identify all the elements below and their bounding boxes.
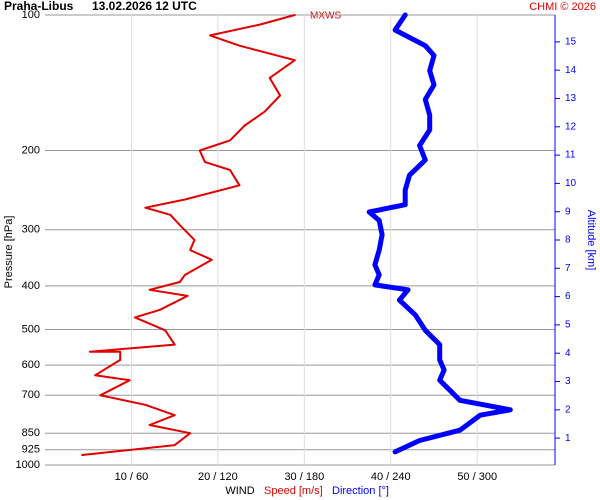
y2-tick-label: 13 <box>565 93 577 104</box>
y-tick-label: 500 <box>22 323 40 335</box>
profile-line <box>81 14 296 456</box>
y2-tick-label: 7 <box>565 263 571 274</box>
chart-subtitle: 13.02.2026 12 UTC <box>92 0 197 13</box>
y-tick-label: 400 <box>22 280 40 292</box>
x-tick-label: 40 / 240 <box>371 471 411 483</box>
y-tick-label: 1000 <box>16 459 40 471</box>
x-tick-label: 50 / 300 <box>457 471 497 483</box>
y-tick-label: 700 <box>22 389 40 401</box>
y-axis-label: Pressure [hPa] <box>3 216 15 289</box>
profile-line <box>366 12 513 455</box>
y2-tick-label: 11 <box>565 150 576 161</box>
y2-tick-label: 6 <box>565 291 571 302</box>
y-tick-label: 850 <box>22 427 40 439</box>
legend-label: Speed [m/s] <box>264 485 323 497</box>
y2-tick-label: 12 <box>565 121 577 132</box>
y2-tick-label: 10 <box>565 178 577 189</box>
y2-tick-label: 14 <box>565 65 577 76</box>
annotation: MXWS <box>310 11 341 22</box>
y2-tick-label: 1 <box>565 433 571 444</box>
y-tick-label: 200 <box>22 144 40 156</box>
chart-title: Praha-Libus <box>4 0 74 13</box>
y2-tick-label: 5 <box>565 320 571 331</box>
x-tick-label: 10 / 60 <box>115 471 149 483</box>
y-tick-label: 100 <box>22 9 40 21</box>
y2-tick-label: 15 <box>565 37 577 48</box>
x-tick-label: 20 / 120 <box>198 471 238 483</box>
y-tick-label: 925 <box>22 444 40 456</box>
y2-tick-label: 8 <box>565 235 571 246</box>
y-tick-label: 600 <box>22 359 40 371</box>
y2-tick-label: 9 <box>565 206 571 217</box>
x-axis-label: WIND <box>225 485 254 497</box>
y2-tick-label: 4 <box>565 348 571 359</box>
y2-tick-label: 2 <box>565 404 571 415</box>
legend-label: Direction [°] <box>332 485 389 497</box>
y2-tick-label: 3 <box>565 376 571 387</box>
y2-axis-label: Altitude [km] <box>585 210 597 271</box>
x-tick-label: 30 / 180 <box>284 471 324 483</box>
y-tick-label: 300 <box>22 224 40 236</box>
credit: CHMI © 2026 <box>529 1 596 13</box>
